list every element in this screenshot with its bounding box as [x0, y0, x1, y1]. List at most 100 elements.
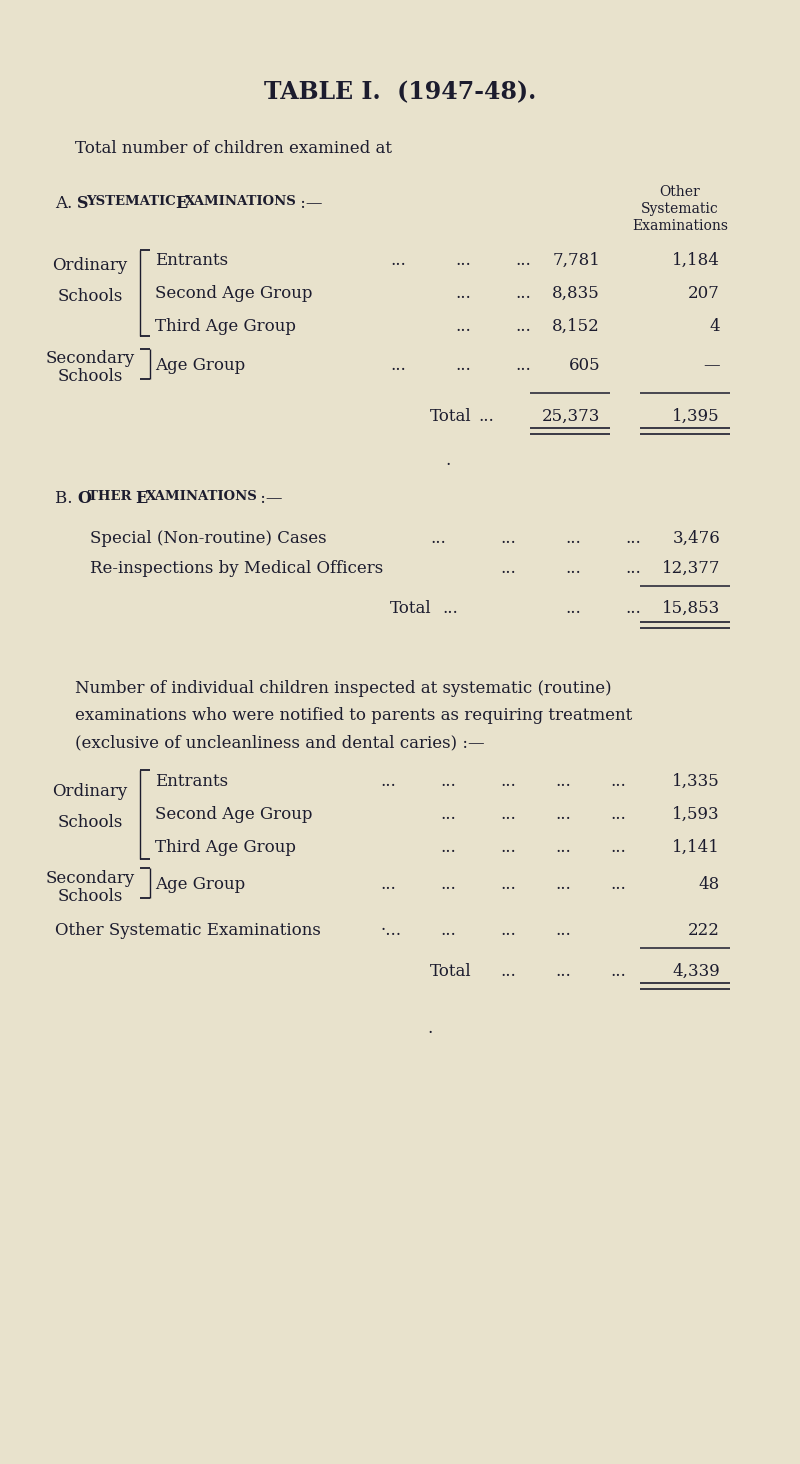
Text: 1,335: 1,335 — [672, 773, 720, 791]
Text: ...: ... — [500, 530, 516, 548]
Text: ...: ... — [440, 839, 456, 856]
Text: .: . — [427, 1020, 433, 1037]
Text: 1,184: 1,184 — [672, 252, 720, 269]
Text: ...: ... — [380, 773, 396, 791]
Text: ...: ... — [455, 357, 470, 373]
Text: ...: ... — [625, 530, 641, 548]
Text: 8,835: 8,835 — [552, 285, 600, 302]
Text: examinations who were notified to parents as requiring treatment: examinations who were notified to parent… — [75, 707, 632, 725]
Text: B.: B. — [55, 490, 83, 507]
Text: Total number of children examined at: Total number of children examined at — [75, 141, 392, 157]
Text: Second Age Group: Second Age Group — [155, 285, 313, 302]
Text: O: O — [77, 490, 91, 507]
Text: ...: ... — [455, 252, 470, 269]
Text: ...: ... — [610, 875, 626, 893]
Text: ...: ... — [555, 807, 570, 823]
Text: ...: ... — [442, 600, 458, 616]
Text: 1,395: 1,395 — [672, 408, 720, 425]
Text: 4: 4 — [710, 318, 720, 335]
Text: XAMINATIONS: XAMINATIONS — [185, 195, 297, 208]
Text: Entrants: Entrants — [155, 252, 228, 269]
Text: ...: ... — [390, 357, 406, 373]
Text: 48: 48 — [698, 875, 720, 893]
Text: (exclusive of uncleanliness and dental caries) :—: (exclusive of uncleanliness and dental c… — [75, 733, 485, 751]
Text: ...: ... — [625, 561, 641, 577]
Text: Re-inspections by Medical Officers: Re-inspections by Medical Officers — [90, 561, 383, 577]
Text: THER: THER — [88, 490, 141, 504]
Text: Age Group: Age Group — [155, 875, 246, 893]
Text: E: E — [175, 195, 187, 212]
Text: Schools: Schools — [58, 367, 122, 385]
Text: ...: ... — [515, 285, 530, 302]
Text: ·...: ·... — [380, 922, 401, 938]
Text: Other Systematic Examinations: Other Systematic Examinations — [55, 922, 321, 938]
Text: Examinations: Examinations — [632, 220, 728, 233]
Text: Third Age Group: Third Age Group — [155, 839, 296, 856]
Text: A.: A. — [55, 195, 82, 212]
Text: Third Age Group: Third Age Group — [155, 318, 296, 335]
Text: Number of individual children inspected at systematic (routine): Number of individual children inspected … — [75, 679, 612, 697]
Text: Secondary: Secondary — [46, 870, 134, 887]
Text: Total: Total — [430, 408, 472, 425]
Text: Ordinary: Ordinary — [52, 258, 128, 274]
Text: Schools: Schools — [58, 889, 122, 905]
Text: Systematic: Systematic — [641, 202, 719, 217]
Text: ...: ... — [500, 561, 516, 577]
Text: ...: ... — [610, 963, 626, 979]
Text: ...: ... — [555, 773, 570, 791]
Text: ...: ... — [555, 922, 570, 938]
Text: ...: ... — [500, 922, 516, 938]
Text: 605: 605 — [568, 357, 600, 373]
Text: Other: Other — [660, 184, 700, 199]
Text: ...: ... — [500, 963, 516, 979]
Text: 7,781: 7,781 — [552, 252, 600, 269]
Text: Total: Total — [430, 963, 472, 979]
Text: ...: ... — [515, 357, 530, 373]
Text: :—: :— — [295, 195, 322, 212]
Text: TABLE I.  (1947-48).: TABLE I. (1947-48). — [264, 81, 536, 104]
Text: Second Age Group: Second Age Group — [155, 807, 313, 823]
Text: Schools: Schools — [58, 814, 122, 832]
Text: Schools: Schools — [58, 288, 122, 305]
Text: ...: ... — [390, 252, 406, 269]
Text: ...: ... — [440, 773, 456, 791]
Text: ...: ... — [565, 530, 581, 548]
Text: ...: ... — [455, 318, 470, 335]
Text: S: S — [77, 195, 89, 212]
Text: 207: 207 — [688, 285, 720, 302]
Text: ...: ... — [455, 285, 470, 302]
Text: 222: 222 — [688, 922, 720, 938]
Text: Total: Total — [390, 600, 432, 616]
Text: Special (Non-routine) Cases: Special (Non-routine) Cases — [90, 530, 326, 548]
Text: ...: ... — [440, 807, 456, 823]
Text: ...: ... — [500, 875, 516, 893]
Text: ...: ... — [500, 773, 516, 791]
Text: 25,373: 25,373 — [542, 408, 600, 425]
Text: E: E — [135, 490, 147, 507]
Text: XAMINATIONS: XAMINATIONS — [146, 490, 258, 504]
Text: ...: ... — [515, 252, 530, 269]
Text: 1,141: 1,141 — [672, 839, 720, 856]
Text: :—: :— — [255, 490, 282, 507]
Text: Entrants: Entrants — [155, 773, 228, 791]
Text: ...: ... — [555, 963, 570, 979]
Text: 12,377: 12,377 — [662, 561, 720, 577]
Text: ...: ... — [625, 600, 641, 616]
Text: ...: ... — [440, 875, 456, 893]
Text: ...: ... — [380, 875, 396, 893]
Text: ...: ... — [565, 561, 581, 577]
Text: ...: ... — [515, 318, 530, 335]
Text: —: — — [703, 357, 720, 373]
Text: ...: ... — [478, 408, 494, 425]
Text: ...: ... — [430, 530, 446, 548]
Text: ...: ... — [440, 922, 456, 938]
Text: ...: ... — [610, 773, 626, 791]
Text: Age Group: Age Group — [155, 357, 246, 373]
Text: 4,339: 4,339 — [672, 963, 720, 979]
Text: .: . — [445, 452, 450, 468]
Text: YSTEMATIC: YSTEMATIC — [86, 195, 185, 208]
Text: ...: ... — [500, 807, 516, 823]
Text: ...: ... — [555, 875, 570, 893]
Text: 3,476: 3,476 — [672, 530, 720, 548]
Text: 15,853: 15,853 — [662, 600, 720, 616]
